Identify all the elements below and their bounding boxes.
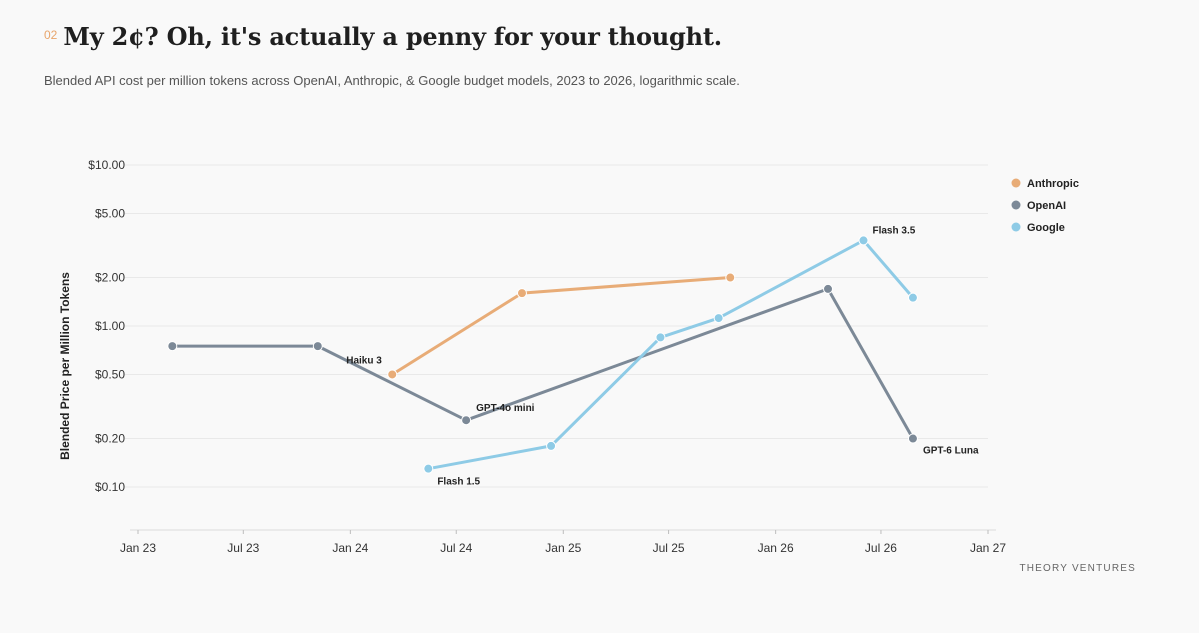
data-point-anthropic — [387, 369, 398, 380]
point-label: GPT-6 Luna — [923, 446, 979, 457]
x-tick-label: Jan 26 — [758, 541, 794, 555]
data-point-openai — [823, 283, 834, 294]
legend-label: Anthropic — [1027, 178, 1079, 190]
point-label: Flash 3.5 — [872, 225, 915, 236]
point-label: Haiku 3 — [346, 355, 382, 366]
legend-label: OpenAI — [1027, 200, 1066, 212]
y-tick-label: $5.00 — [95, 206, 125, 220]
data-point-google — [713, 313, 724, 324]
x-tick-label: Jul 24 — [440, 541, 472, 555]
brand-footer: THEORY VENTURES — [1019, 563, 1136, 574]
figure-number: 02 — [44, 28, 58, 42]
legend-dot-openai — [1011, 200, 1021, 210]
x-tick-label: Jul 25 — [653, 541, 685, 555]
data-point-google — [423, 463, 434, 474]
x-tick-label: Jan 27 — [970, 541, 1006, 555]
legend-dot-anthropic — [1011, 178, 1021, 188]
x-tick-label: Jul 26 — [865, 541, 897, 555]
y-axis-title: Blended Price per Million Tokens — [58, 272, 72, 460]
data-point-google — [858, 235, 869, 246]
data-point-google — [907, 292, 918, 303]
y-tick-label: $2.00 — [95, 271, 125, 285]
page-title: My 2¢? Oh, it's actually a penny for you… — [63, 22, 722, 51]
data-point-openai — [461, 415, 472, 426]
y-tick-label: $0.10 — [95, 480, 125, 494]
series-line-openai — [170, 287, 915, 440]
legend-label: Google — [1027, 222, 1065, 234]
data-point-google — [546, 440, 557, 451]
chart-subtitle: Blended API cost per million tokens acro… — [44, 73, 740, 88]
data-point-anthropic — [516, 288, 527, 299]
x-tick-label: Jul 23 — [227, 541, 259, 555]
y-tick-label: $0.50 — [95, 367, 125, 381]
point-label: Flash 1.5 — [437, 477, 480, 488]
data-point-openai — [312, 341, 323, 352]
x-tick-label: Jan 23 — [120, 541, 156, 555]
point-label: GPT-4o mini — [476, 403, 535, 414]
title-row: 02 My 2¢? Oh, it's actually a penny for … — [44, 22, 722, 51]
y-tick-label: $10.00 — [88, 158, 125, 172]
y-tick-label: $0.20 — [95, 432, 125, 446]
y-tick-label: $1.00 — [95, 319, 125, 333]
series-line-google — [426, 238, 915, 471]
data-point-anthropic — [725, 272, 736, 283]
x-tick-label: Jan 25 — [545, 541, 581, 555]
data-point-openai — [907, 433, 918, 444]
x-tick-label: Jan 24 — [332, 541, 368, 555]
data-point-google — [655, 332, 666, 343]
data-point-openai — [167, 341, 178, 352]
legend-dot-google — [1011, 222, 1021, 232]
